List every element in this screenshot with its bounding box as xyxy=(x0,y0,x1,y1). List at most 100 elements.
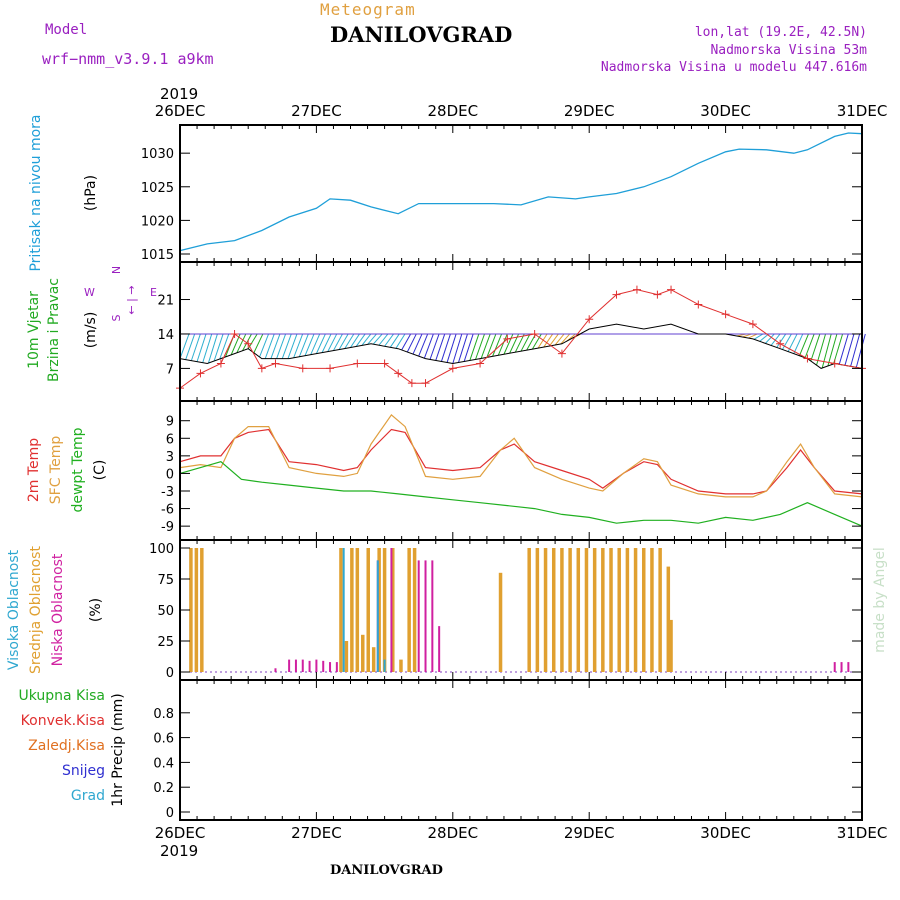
y-tick-label: 0 xyxy=(166,666,174,681)
wind-gust-marker xyxy=(216,359,225,368)
cloud-bar-mid xyxy=(551,548,556,672)
cloud-unit-label: (%) xyxy=(88,598,104,622)
cloud-bar-mid xyxy=(407,548,411,672)
wind-direction-hatch xyxy=(821,333,832,369)
y-tick-label: 50 xyxy=(157,604,174,619)
wind-gust-marker xyxy=(380,359,389,368)
wind-gust-marker xyxy=(721,310,730,319)
temp-line-3 xyxy=(179,461,863,527)
elevation-label: Nadmorska Visina 53m xyxy=(710,43,867,58)
cloud-bar-mid xyxy=(584,548,589,672)
precip-legend-3: Zaledj.Kisa xyxy=(28,738,105,754)
wind-direction-hatch xyxy=(537,333,548,349)
wind-gust-marker xyxy=(530,329,539,338)
y-tick-label: 6 xyxy=(166,432,174,447)
x-tick-bottom-26dec: 26DEC xyxy=(155,824,206,842)
model-elevation-label: Nadmorska Visina u modelu 447.616m xyxy=(600,60,867,75)
wind-direction-hatch xyxy=(384,333,395,347)
wind-gust-marker xyxy=(503,334,512,343)
x-tick-top-30dec: 30DEC xyxy=(700,102,751,120)
cloud-bar-mid xyxy=(576,548,581,672)
wind-gust-marker xyxy=(748,320,757,329)
wind-direction-hatch xyxy=(401,333,412,351)
wind-direction-hatch xyxy=(333,333,343,351)
wind-direction-hatch xyxy=(440,333,451,362)
model-name: wrf−nmm_v3.9.1 a9km xyxy=(42,50,214,68)
panel-frame-4 xyxy=(179,539,863,681)
wind-gust-marker xyxy=(421,379,430,388)
cloud-bar-low xyxy=(274,668,277,672)
wind-gust-marker xyxy=(298,364,307,373)
wind-direction-hatch xyxy=(310,333,321,355)
wind-speed-line xyxy=(179,323,863,369)
wind-direction-hatch xyxy=(196,333,207,362)
cloud-bar-mid xyxy=(339,548,343,672)
wind-direction-hatch xyxy=(435,333,446,361)
wind-gust-marker xyxy=(803,354,812,363)
cloud-bar-mid xyxy=(633,548,638,672)
wind-direction-hatch xyxy=(190,333,201,361)
wind-gust-marker xyxy=(353,359,362,368)
wind-gust-marker xyxy=(196,369,205,378)
cloud-bar-high xyxy=(383,659,386,672)
wind-direction-hatch xyxy=(759,333,770,342)
wind-direction-hatch xyxy=(742,333,752,338)
y-tick-label: 1030 xyxy=(141,147,174,162)
y-tick-label: 25 xyxy=(157,635,174,650)
precip-legend-2: Konvek.Kisa xyxy=(21,713,105,729)
wind-direction-hatch xyxy=(389,333,400,348)
cloud-bar-low xyxy=(315,659,318,672)
dewpt-axis-label: dewpt Temp xyxy=(70,427,86,512)
wind-direction-hatch xyxy=(338,333,349,350)
y-tick-label: 0 xyxy=(166,467,174,482)
cloud-bar-mid xyxy=(377,548,381,672)
cloud-bar-mid xyxy=(498,572,503,672)
y-tick-label: -6 xyxy=(161,503,174,518)
wind-direction-hatch xyxy=(753,333,764,340)
coords-label: lon,lat (19.2E, 42.5N) xyxy=(694,25,867,40)
cloud-bar-low xyxy=(294,659,297,672)
x-tick-bottom-29dec: 29DEC xyxy=(564,824,615,842)
wind-direction-hatch xyxy=(213,333,224,362)
compass-s: S xyxy=(110,314,123,321)
wind-direction-hatch xyxy=(804,333,815,358)
wind-direction-hatch xyxy=(372,333,383,345)
wind-direction-hatch xyxy=(315,333,326,354)
cloud-bar-mid xyxy=(412,548,417,672)
cloud-bar-low xyxy=(301,659,304,672)
y-tick-label: 0.8 xyxy=(153,707,174,722)
wind-gust-marker xyxy=(776,339,785,348)
y-tick-label: 21 xyxy=(157,294,174,309)
mid-cloud-axis-label: Srednja Oblacnost xyxy=(28,546,44,674)
cloud-bar-low xyxy=(308,660,311,672)
wind-direction-hatch xyxy=(486,333,497,358)
wind-direction-hatch xyxy=(293,333,304,358)
wind-direction-hatch xyxy=(361,333,372,346)
wind-gust-marker xyxy=(557,349,566,358)
wind-direction-hatch xyxy=(799,333,809,356)
x-tick-bottom-31dec: 31DEC xyxy=(837,824,888,842)
cloud-bar-mid xyxy=(601,548,605,672)
wind-gust-marker xyxy=(326,364,335,373)
wind-direction-hatch xyxy=(793,333,804,354)
cloud-bar-low xyxy=(288,659,291,672)
wind-direction-hatch xyxy=(531,333,542,350)
wind-direction-hatch xyxy=(554,333,565,346)
wind-direction-hatch xyxy=(276,333,287,359)
y-tick-label: 14 xyxy=(157,328,174,343)
wind-gust-marker xyxy=(244,339,253,348)
wind-direction-hatch xyxy=(253,333,264,354)
wind-direction-hatch xyxy=(304,333,315,356)
wind-direction-hatch xyxy=(850,333,861,367)
wind-direction-hatch xyxy=(833,333,844,365)
y-tick-label: 1020 xyxy=(141,214,174,229)
wind-direction-hatch xyxy=(418,333,429,357)
cloud-bar-mid xyxy=(609,548,613,672)
x-tick-top-27dec: 27DEC xyxy=(291,102,342,120)
pressure-axis-label: Pritisak na nivou mora xyxy=(28,114,44,271)
wind-direction-hatch xyxy=(395,333,406,349)
wind-axis-label-line1: 10m Vjetar xyxy=(26,291,42,369)
wind-direction-hatch xyxy=(281,333,292,359)
low-cloud-axis-label: Niska Oblacnost xyxy=(50,553,66,666)
cloud-bar-mid xyxy=(560,548,564,672)
